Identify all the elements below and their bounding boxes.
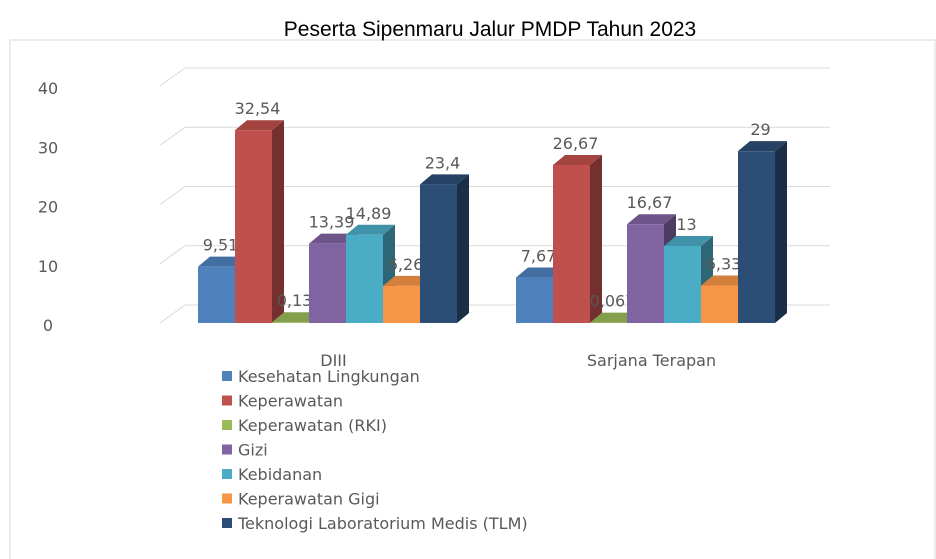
y-tick-label: 10	[38, 257, 58, 276]
legend-label: Teknologi Laboratorium Medis (TLM)	[237, 514, 528, 533]
bar	[346, 234, 383, 323]
grid-line-side	[159, 126, 186, 146]
data-label: 6,33	[706, 254, 742, 273]
data-label: 9,51	[203, 236, 239, 255]
y-tick-label: 0	[43, 316, 53, 335]
grid-line-side	[159, 304, 186, 324]
bar-top	[420, 174, 469, 185]
data-label: 7,67	[521, 247, 557, 266]
bar-top	[627, 214, 676, 225]
bar	[198, 266, 235, 323]
bar	[553, 164, 590, 323]
chart-border	[9, 39, 936, 559]
grid-line-side	[159, 186, 186, 205]
bar	[627, 224, 664, 323]
grid-line-side	[159, 67, 186, 87]
data-label: 13,39	[309, 213, 355, 232]
legend-swatch	[222, 395, 232, 406]
legend-label: Kesehatan Lingkungan	[238, 367, 420, 386]
legend-label: Gizi	[238, 441, 268, 460]
y-tick-label: 20	[38, 198, 58, 217]
bar	[420, 184, 457, 323]
bar-top	[516, 267, 565, 278]
bar-top	[346, 224, 395, 235]
data-label: 32,54	[235, 99, 281, 118]
legend-label: Keperawatan	[238, 392, 343, 411]
bar-top	[309, 233, 358, 244]
x-tick-label: Sarjana Terapan	[587, 351, 716, 370]
bar-side	[775, 141, 787, 323]
bar-top	[553, 154, 602, 165]
bar-top	[235, 120, 284, 131]
legend-swatch	[222, 420, 232, 430]
data-label: 6,26	[388, 255, 424, 274]
y-tick-label: 40	[38, 79, 58, 98]
bar	[738, 151, 775, 323]
data-label: 26,67	[553, 134, 599, 153]
data-label: 0,067	[590, 292, 636, 311]
legend-label: Kebidanan	[238, 465, 322, 484]
bar-top	[701, 275, 750, 286]
grid-line-side	[159, 245, 186, 265]
legend-swatch	[222, 371, 232, 381]
bar-side	[457, 174, 469, 323]
bar	[235, 130, 272, 323]
bar	[309, 243, 346, 323]
data-label: 16,67	[627, 193, 673, 212]
bar	[664, 245, 701, 323]
legend-label: Keperawatan Gigi	[238, 490, 380, 509]
legend-swatch	[222, 518, 232, 528]
legend-swatch	[222, 444, 232, 455]
bar-top	[272, 312, 321, 323]
bar-top	[198, 256, 247, 267]
bar	[383, 285, 420, 323]
bar-top	[738, 141, 787, 152]
chart-title: Peserta Sipenmaru Jalur PMDP Tahun 2023	[284, 18, 696, 41]
bar-side	[272, 120, 284, 323]
data-label: 14,89	[346, 204, 392, 223]
bar-top	[590, 312, 639, 323]
bar	[272, 322, 309, 323]
bar-top	[383, 275, 432, 286]
legend-swatch	[222, 493, 232, 504]
bar	[701, 285, 738, 323]
x-tick-label: DIII	[320, 351, 346, 370]
data-label: 29	[750, 120, 770, 139]
bar-side	[590, 154, 602, 323]
y-tick-label: 30	[38, 138, 58, 157]
bar-top	[664, 235, 713, 246]
legend-label: Keperawatan (RKI)	[238, 416, 387, 435]
legend-swatch	[222, 469, 232, 479]
bar	[516, 277, 553, 323]
data-label: 23,4	[425, 153, 461, 172]
data-label: 0,13	[277, 291, 313, 310]
data-label: 13	[676, 215, 696, 234]
